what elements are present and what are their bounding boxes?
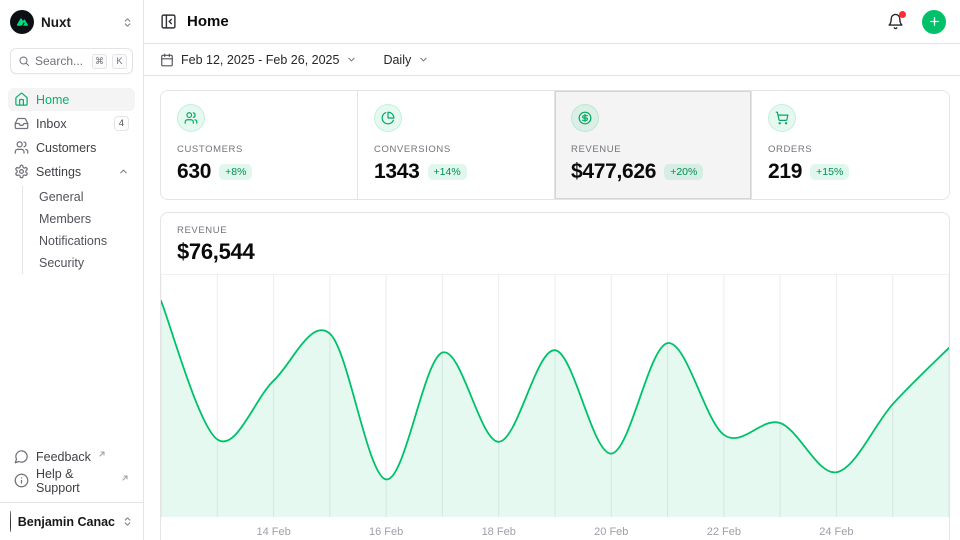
avatar — [10, 511, 11, 532]
shopping-cart-icon — [768, 104, 796, 132]
calendar-icon — [160, 53, 174, 67]
message-circle-icon — [14, 449, 29, 464]
stat-label: REVENUE — [571, 144, 735, 155]
sidebar-item-notifications[interactable]: Notifications — [23, 230, 135, 252]
content: CUSTOMERS 630 +8% CONVERSIONS 1343 +14% — [144, 76, 960, 540]
stat-delta-badge: +8% — [219, 164, 252, 180]
chevron-up-down-icon — [122, 17, 133, 28]
svg-text:14 Feb: 14 Feb — [256, 526, 290, 538]
sidebar-item-general[interactable]: General — [23, 186, 135, 208]
date-range-label: Feb 12, 2025 - Feb 26, 2025 — [181, 53, 339, 67]
stat-value: $477,626 — [571, 160, 656, 184]
notification-dot — [899, 11, 906, 18]
sidebar-item-members[interactable]: Members — [23, 208, 135, 230]
sidebar-item-inbox[interactable]: Inbox 4 — [8, 112, 135, 135]
external-link-icon — [121, 474, 129, 482]
sidebar-item-label: Home — [36, 93, 69, 107]
stat-value: 630 — [177, 160, 211, 184]
users-icon — [14, 140, 29, 155]
stat-delta-badge: +14% — [428, 164, 467, 180]
main-area: Home Feb 12, 2025 - Feb 26, 2025 Daily — [144, 0, 960, 540]
workspace-switcher[interactable]: Nuxt — [0, 0, 143, 42]
search-input[interactable] — [35, 54, 87, 68]
sidebar-item-security[interactable]: Security — [23, 252, 135, 274]
stat-value: 219 — [768, 160, 802, 184]
chart-pie-icon — [374, 104, 402, 132]
nuxt-logo-icon — [10, 10, 34, 34]
add-button[interactable] — [922, 10, 946, 34]
topbar: Home — [144, 0, 960, 44]
sidebar: Nuxt ⌘ K Home Inbox 4 — [0, 0, 144, 540]
chart-total-value: $76,544 — [177, 239, 933, 265]
period-label: Daily — [383, 53, 411, 67]
svg-text:16 Feb: 16 Feb — [369, 526, 403, 538]
sidebar-item-settings[interactable]: Settings — [8, 160, 135, 183]
circle-dollar-icon — [571, 104, 599, 132]
gear-icon — [14, 164, 29, 179]
revenue-chart-card: REVENUE $76,544 14 Feb 16 Feb 18 Feb 20 Feb… — [160, 212, 950, 540]
period-select[interactable]: Daily — [383, 53, 429, 67]
search-icon — [18, 55, 30, 67]
revenue-area-chart[interactable]: 14 Feb 16 Feb 18 Feb 20 Feb 22 Feb 24 Feb — [161, 274, 949, 540]
search-input-wrapper[interactable]: ⌘ K — [10, 48, 133, 74]
stat-delta-badge: +15% — [810, 164, 849, 180]
stat-card-revenue[interactable]: REVENUE $477,626 +20% — [555, 91, 752, 199]
stat-value: 1343 — [374, 160, 420, 184]
svg-text:24 Feb: 24 Feb — [819, 526, 853, 538]
sidebar-collapse-button[interactable] — [160, 13, 177, 30]
page-title: Home — [187, 13, 877, 30]
workspace-name: Nuxt — [41, 15, 115, 30]
inbox-icon — [14, 116, 29, 131]
users-icon — [177, 104, 205, 132]
date-range-picker[interactable]: Feb 12, 2025 - Feb 26, 2025 — [160, 53, 357, 67]
help-support-link[interactable]: Help & Support — [8, 469, 135, 492]
stat-label: CONVERSIONS — [374, 144, 538, 155]
chevron-up-down-icon — [122, 516, 133, 527]
sidebar-item-label: Inbox — [36, 117, 67, 131]
sidebar-nav: Home Inbox 4 Customers Settings — [0, 88, 143, 274]
filters-toolbar: Feb 12, 2025 - Feb 26, 2025 Daily — [144, 44, 960, 76]
user-menu-button[interactable]: Benjamin Canac — [0, 502, 143, 540]
stat-card-conversions[interactable]: CONVERSIONS 1343 +14% — [358, 91, 555, 199]
svg-text:18 Feb: 18 Feb — [482, 526, 516, 538]
stat-label: ORDERS — [768, 144, 933, 155]
user-name: Benjamin Canac — [18, 515, 115, 529]
home-icon — [14, 92, 29, 107]
chevron-down-icon — [346, 54, 357, 65]
feedback-label: Feedback — [36, 450, 91, 464]
feedback-link[interactable]: Feedback — [8, 445, 135, 468]
sidebar-item-customers[interactable]: Customers — [8, 136, 135, 159]
sidebar-footer: Feedback Help & Support — [0, 445, 143, 496]
info-circle-icon — [14, 473, 29, 488]
help-support-label: Help & Support — [36, 467, 114, 495]
svg-text:22 Feb: 22 Feb — [707, 526, 741, 538]
sidebar-item-home[interactable]: Home — [8, 88, 135, 111]
stats-row: CUSTOMERS 630 +8% CONVERSIONS 1343 +14% — [160, 90, 950, 200]
stat-card-orders[interactable]: ORDERS 219 +15% — [752, 91, 949, 199]
kbd-cmd: ⌘ — [92, 54, 107, 69]
chart-title-label: REVENUE — [177, 225, 933, 236]
stat-delta-badge: +20% — [664, 164, 703, 180]
chevron-up-icon — [118, 166, 129, 177]
notifications-button[interactable] — [887, 13, 904, 30]
inbox-count-badge: 4 — [114, 116, 129, 131]
chevron-down-icon — [418, 54, 429, 65]
svg-text:20 Feb: 20 Feb — [594, 526, 628, 538]
kbd-k: K — [112, 54, 127, 69]
stat-label: CUSTOMERS — [177, 144, 341, 155]
stat-card-customers[interactable]: CUSTOMERS 630 +8% — [161, 91, 358, 199]
sidebar-item-label: Customers — [36, 141, 96, 155]
sidebar-item-label: Settings — [36, 165, 81, 179]
external-link-icon — [98, 450, 106, 458]
settings-sub-list: General Members Notifications Security — [22, 186, 135, 274]
